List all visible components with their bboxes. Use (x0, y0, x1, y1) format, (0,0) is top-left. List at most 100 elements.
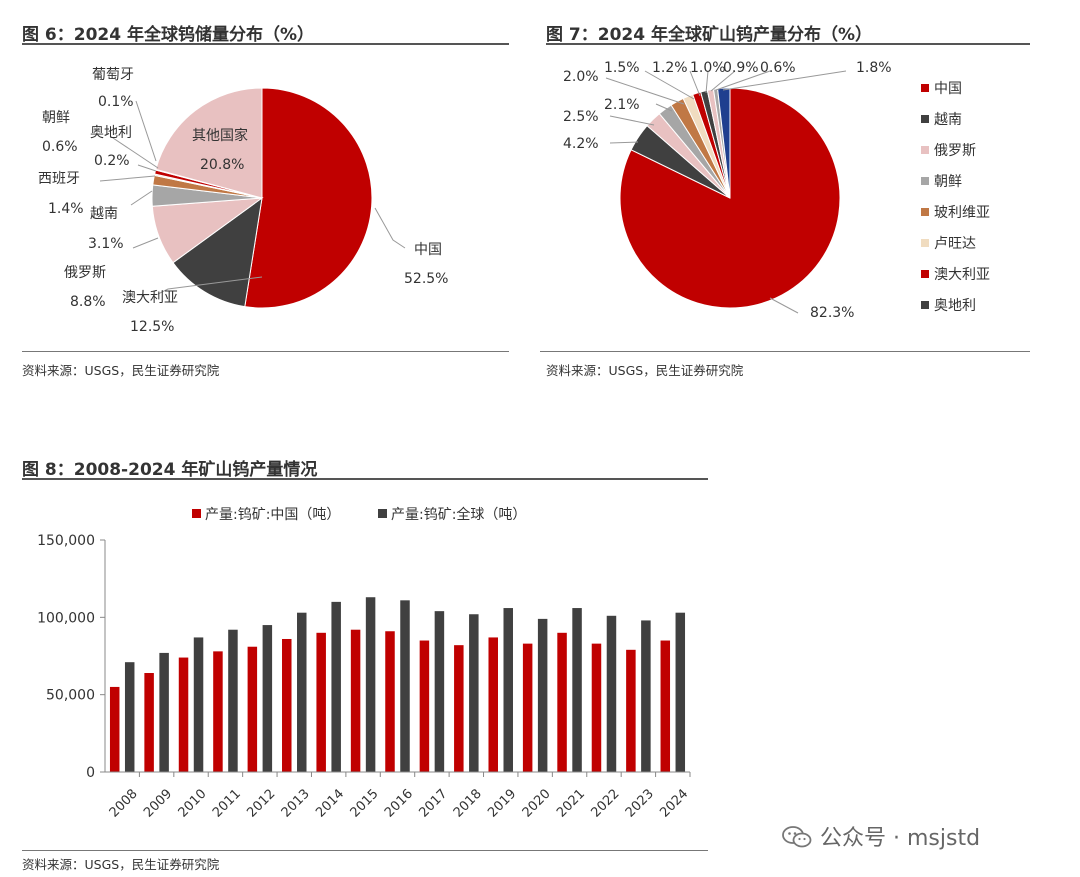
fig6-title: 图 6：2024 年全球钨储量分布（%） (22, 25, 315, 45)
legend-swatch (921, 270, 929, 278)
legend-item: 朝鲜 (934, 174, 962, 190)
fig8-title-rule (22, 478, 708, 480)
slice-value: 0.2% (94, 153, 130, 169)
bar-china (454, 645, 464, 772)
slice-value: 4.2% (563, 136, 599, 152)
x-tick-label: 2012 (244, 787, 278, 821)
bar-china (109, 686, 120, 772)
bar-global (469, 614, 479, 772)
legend-swatch-china (192, 509, 201, 518)
bar-china (385, 631, 395, 772)
legend-swatch (921, 301, 929, 309)
legend-item: 澳大利亚 (934, 267, 990, 283)
pie-slice-8 (155, 87, 263, 199)
legend-item: 玻利维亚 (934, 205, 990, 221)
slice-value: 20.8% (200, 157, 244, 173)
bar-global (503, 608, 513, 772)
pie-slice-0 (244, 87, 373, 309)
fig7-source: 资料来源：USGS，民生证券研究院 (546, 363, 744, 378)
fig7-source-rule (540, 351, 1030, 352)
legend-item: 中国 (934, 81, 962, 97)
slice-value: 2.1% (604, 97, 640, 113)
x-tick-label: 2009 (141, 787, 175, 821)
fig6-source-rule (22, 351, 509, 352)
legend-swatch (921, 239, 929, 247)
bar-china (488, 637, 498, 772)
x-tick-label: 2022 (588, 787, 622, 821)
bar-china (282, 638, 292, 772)
legend-item: 越南 (934, 112, 962, 128)
slice-value: 1.8% (856, 60, 892, 76)
x-tick-label: 2011 (210, 787, 244, 821)
slice-value: 52.5% (404, 271, 448, 287)
fig8-title: 图 8：2008-2024 年矿山钨产量情况 (22, 460, 318, 480)
x-tick-label: 2021 (554, 787, 588, 821)
bar-plot (109, 597, 686, 772)
production-pie (619, 87, 841, 309)
legend-global: 产量:钨矿:全球（吨） (391, 506, 526, 523)
slice-label: 越南 (90, 206, 118, 222)
bar-global (297, 612, 307, 772)
legend-swatch (921, 115, 929, 123)
slice-label: 葡萄牙 (92, 67, 134, 83)
y-tick-label: 50,000 (46, 688, 95, 704)
slice-value: 0.6% (42, 139, 78, 155)
bar-global (124, 662, 135, 772)
fig8-source-rule (22, 850, 708, 851)
legend-item: 俄罗斯 (934, 143, 976, 159)
bar-china (419, 640, 430, 772)
slice-value: 2.5% (563, 109, 599, 125)
bar-global (331, 601, 341, 772)
bar-china (316, 632, 326, 772)
bar-china (591, 643, 602, 772)
x-tick-label: 2016 (382, 787, 416, 821)
legend-item: 卢旺达 (934, 236, 976, 252)
fig6-title-rule (22, 43, 509, 45)
slice-value: 3.1% (88, 236, 124, 252)
reserves-pie (151, 87, 373, 309)
legend-swatch (921, 208, 929, 216)
slice-value: 12.5% (130, 319, 174, 335)
watermark-text: 公众号 · msjstd (820, 826, 981, 851)
bar-china (247, 646, 258, 772)
fig6-source: 资料来源：USGS，民生证券研究院 (22, 363, 220, 378)
legend-swatch-global (378, 509, 387, 518)
legend-china: 产量:钨矿:中国（吨） (205, 507, 340, 523)
x-tick-label: 2019 (485, 787, 519, 821)
fig7-title: 图 7：2024 年全球矿山钨产量分布（%） (546, 25, 873, 45)
bar-china (178, 657, 189, 772)
bar-global (262, 625, 273, 772)
x-tick-label: 2010 (176, 787, 210, 821)
slice-label: 奥地利 (90, 124, 132, 141)
production-pie-leaders (605, 70, 847, 314)
bar-china (660, 640, 671, 772)
pie-charts: 葡萄牙 0.1% 朝鲜 0.6% 奥地利 0.2% 西班牙 1.4% 越南 3.… (38, 60, 990, 335)
reserves-pie-leaders (99, 100, 406, 295)
slice-value: 1.0% (690, 60, 726, 76)
bar-china (144, 673, 154, 772)
x-axis: 2008 2009 2010 2011 2012 2013 2014 2015 2016 2017… (105, 771, 691, 821)
bar-china (626, 649, 636, 772)
fig8-source: 资料来源：USGS，民生证券研究院 (22, 857, 220, 872)
slice-value: 8.8% (70, 294, 106, 310)
slice-label: 其他国家 (192, 127, 248, 144)
y-tick-label: 0 (86, 765, 95, 781)
bar-global (193, 637, 204, 772)
x-tick-label: 2017 (416, 787, 450, 821)
slice-label: 朝鲜 (42, 110, 70, 126)
slice-value: 1.5% (604, 60, 640, 76)
legend-swatch (921, 84, 929, 92)
x-tick-label: 2015 (348, 787, 382, 821)
bar-global (537, 618, 548, 772)
watermark: 公众号 · msjstd (782, 820, 980, 852)
slice-value: 0.9% (723, 60, 759, 76)
slice-value: 2.0% (563, 69, 599, 85)
bar-global (434, 611, 445, 772)
x-tick-label: 2024 (657, 787, 691, 821)
slice-label: 俄罗斯 (64, 265, 106, 281)
slice-value: 1.2% (652, 60, 688, 76)
slice-label: 西班牙 (38, 171, 80, 187)
bar-china (350, 629, 361, 772)
x-tick-label: 2018 (451, 787, 485, 821)
